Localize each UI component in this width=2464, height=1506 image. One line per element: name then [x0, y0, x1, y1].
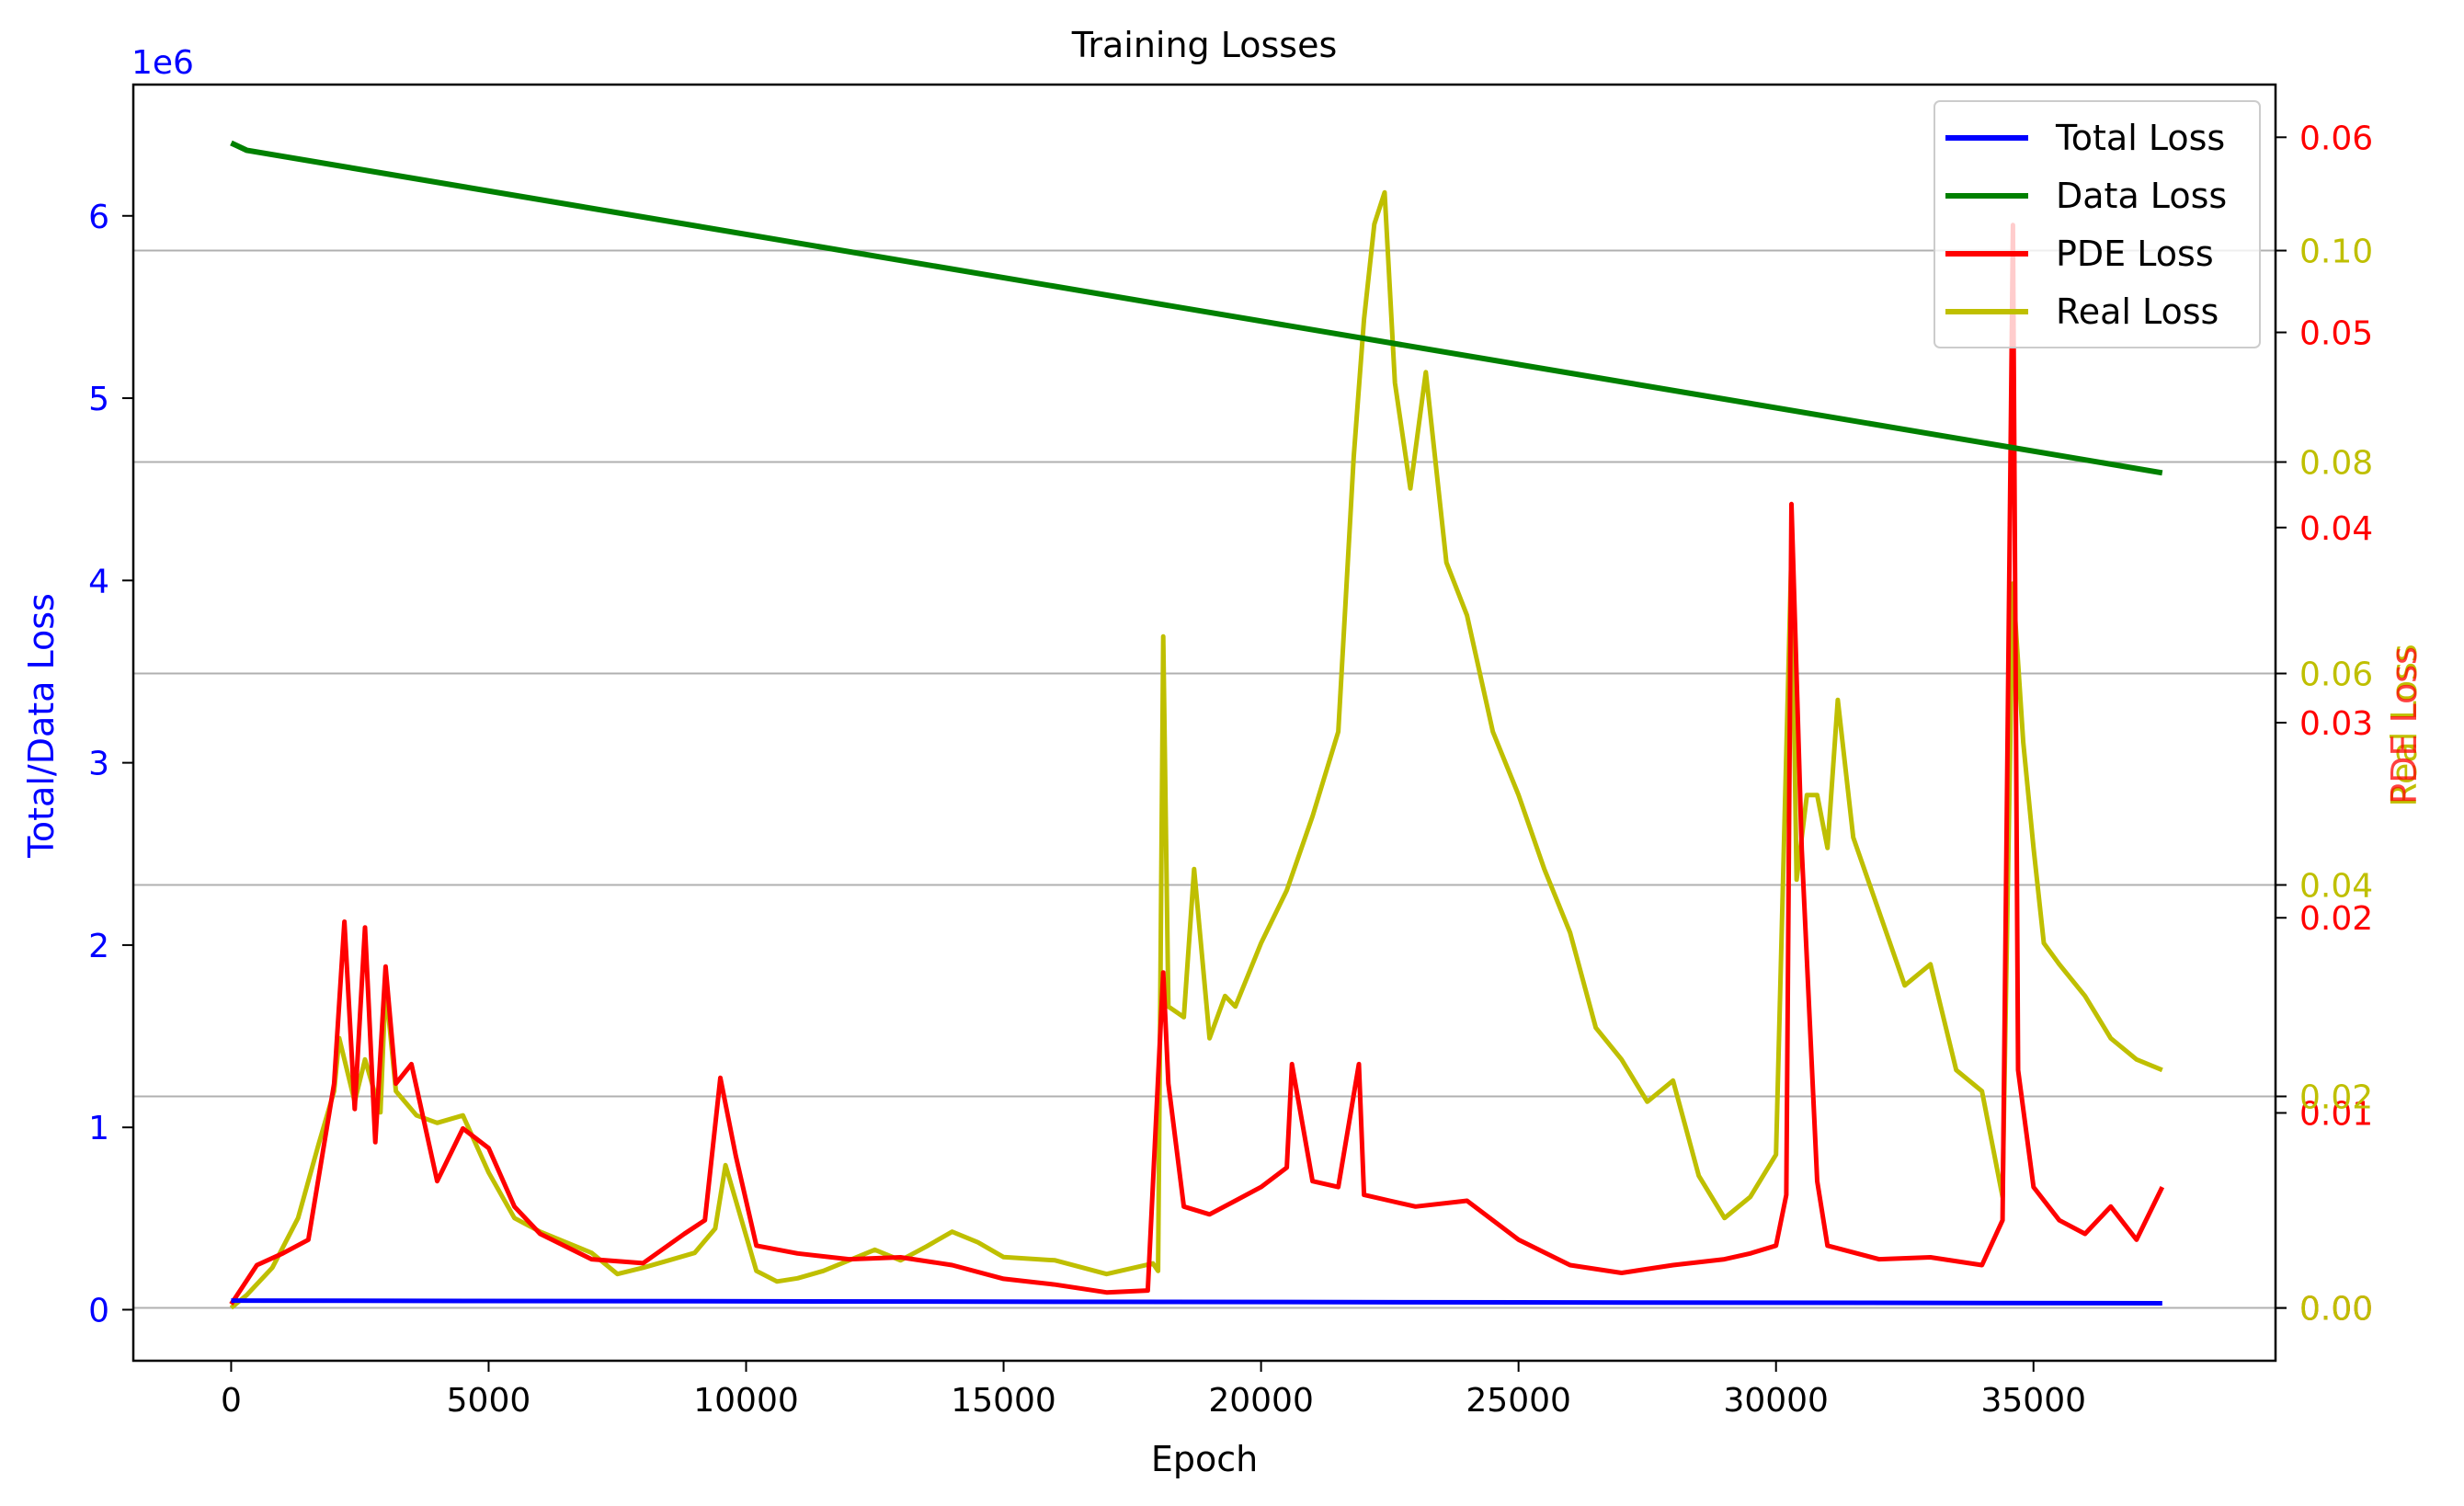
legend-label-real: Real Loss	[2056, 291, 2219, 332]
x-axis: 0 5000 10000 15000 20000 25000 30000 35000	[221, 1361, 2086, 1420]
left-y-tick-label-0: 0	[88, 1292, 109, 1329]
pde-y-tick-label-6: 0.06	[2299, 120, 2373, 157]
left-y-axis-title: Total/Data Loss	[21, 593, 62, 859]
x-tick-label-6: 30000	[1723, 1382, 1829, 1420]
x-tick-label-0: 0	[221, 1382, 242, 1420]
x-tick-label-2: 10000	[693, 1382, 799, 1420]
real-y-tick-label-2: 0.04	[2299, 868, 2373, 906]
x-axis-title: Epoch	[1151, 1439, 1258, 1479]
left-y-tick-label-2: 2	[88, 928, 109, 965]
left-y-tick-label-5: 5	[88, 381, 109, 418]
left-y-tick-label-3: 3	[88, 746, 109, 783]
pde-y-axis-title: PDE Loss	[2384, 646, 2424, 804]
legend-box	[1934, 100, 2261, 348]
pde-y-tick-label-3: 0.03	[2299, 705, 2373, 743]
chart-title: Training Losses	[1071, 25, 1338, 65]
legend: Total Loss Data Loss PDE Loss Real Loss	[1934, 100, 2261, 348]
series-line-pde-loss	[229, 222, 2165, 1306]
pde-y-tick-label-2: 0.02	[2299, 900, 2373, 938]
series-line-data-loss	[230, 140, 2163, 476]
x-tick-label-7: 35000	[1980, 1382, 2086, 1420]
pde-y-tick-label-5: 0.05	[2299, 315, 2373, 353]
x-tick-label-4: 20000	[1208, 1382, 1314, 1420]
real-y-tick-label-3: 0.06	[2299, 656, 2373, 694]
left-y-offset-text: 1e6	[131, 44, 194, 82]
pde-y-tick-label-0: 0.00	[2299, 1291, 2373, 1329]
real-y-tick-label-0: 0.00	[2299, 1291, 2373, 1329]
left-y-tick-label-1: 1	[88, 1110, 109, 1147]
left-y-tick-label-6: 6	[88, 199, 109, 236]
left-y-tick-label-4: 4	[88, 563, 109, 600]
series-line-real-loss	[229, 189, 2163, 1310]
real-y-tick-label-5: 0.10	[2299, 234, 2373, 271]
x-tick-label-1: 5000	[447, 1382, 531, 1420]
legend-label-pde: PDE Loss	[2056, 234, 2214, 274]
series-line-total-loss	[231, 1298, 2162, 1306]
pde-y-axis: 0.000.010.020.030.040.050.06	[2276, 120, 2373, 1329]
legend-label-total: Total Loss	[2055, 118, 2225, 158]
real-y-axis: 0.000.020.040.060.080.10	[2276, 234, 2373, 1329]
real-y-axis-title: Real Loss	[2384, 644, 2424, 806]
x-tick-label-3: 15000	[951, 1382, 1056, 1420]
pde-y-tick-label-4: 0.04	[2299, 510, 2373, 548]
legend-label-data: Data Loss	[2056, 176, 2227, 216]
real-y-tick-label-1: 0.02	[2299, 1079, 2373, 1117]
grid-lines	[133, 249, 2276, 1309]
pde-y-tick-label-1: 0.01	[2299, 1095, 2373, 1133]
series-lines	[229, 140, 2165, 1310]
real-y-tick-label-4: 0.08	[2299, 445, 2373, 483]
left-y-axis: 0 1 2 3 4 5 6	[88, 199, 133, 1329]
x-tick-label-5: 25000	[1466, 1382, 1571, 1420]
